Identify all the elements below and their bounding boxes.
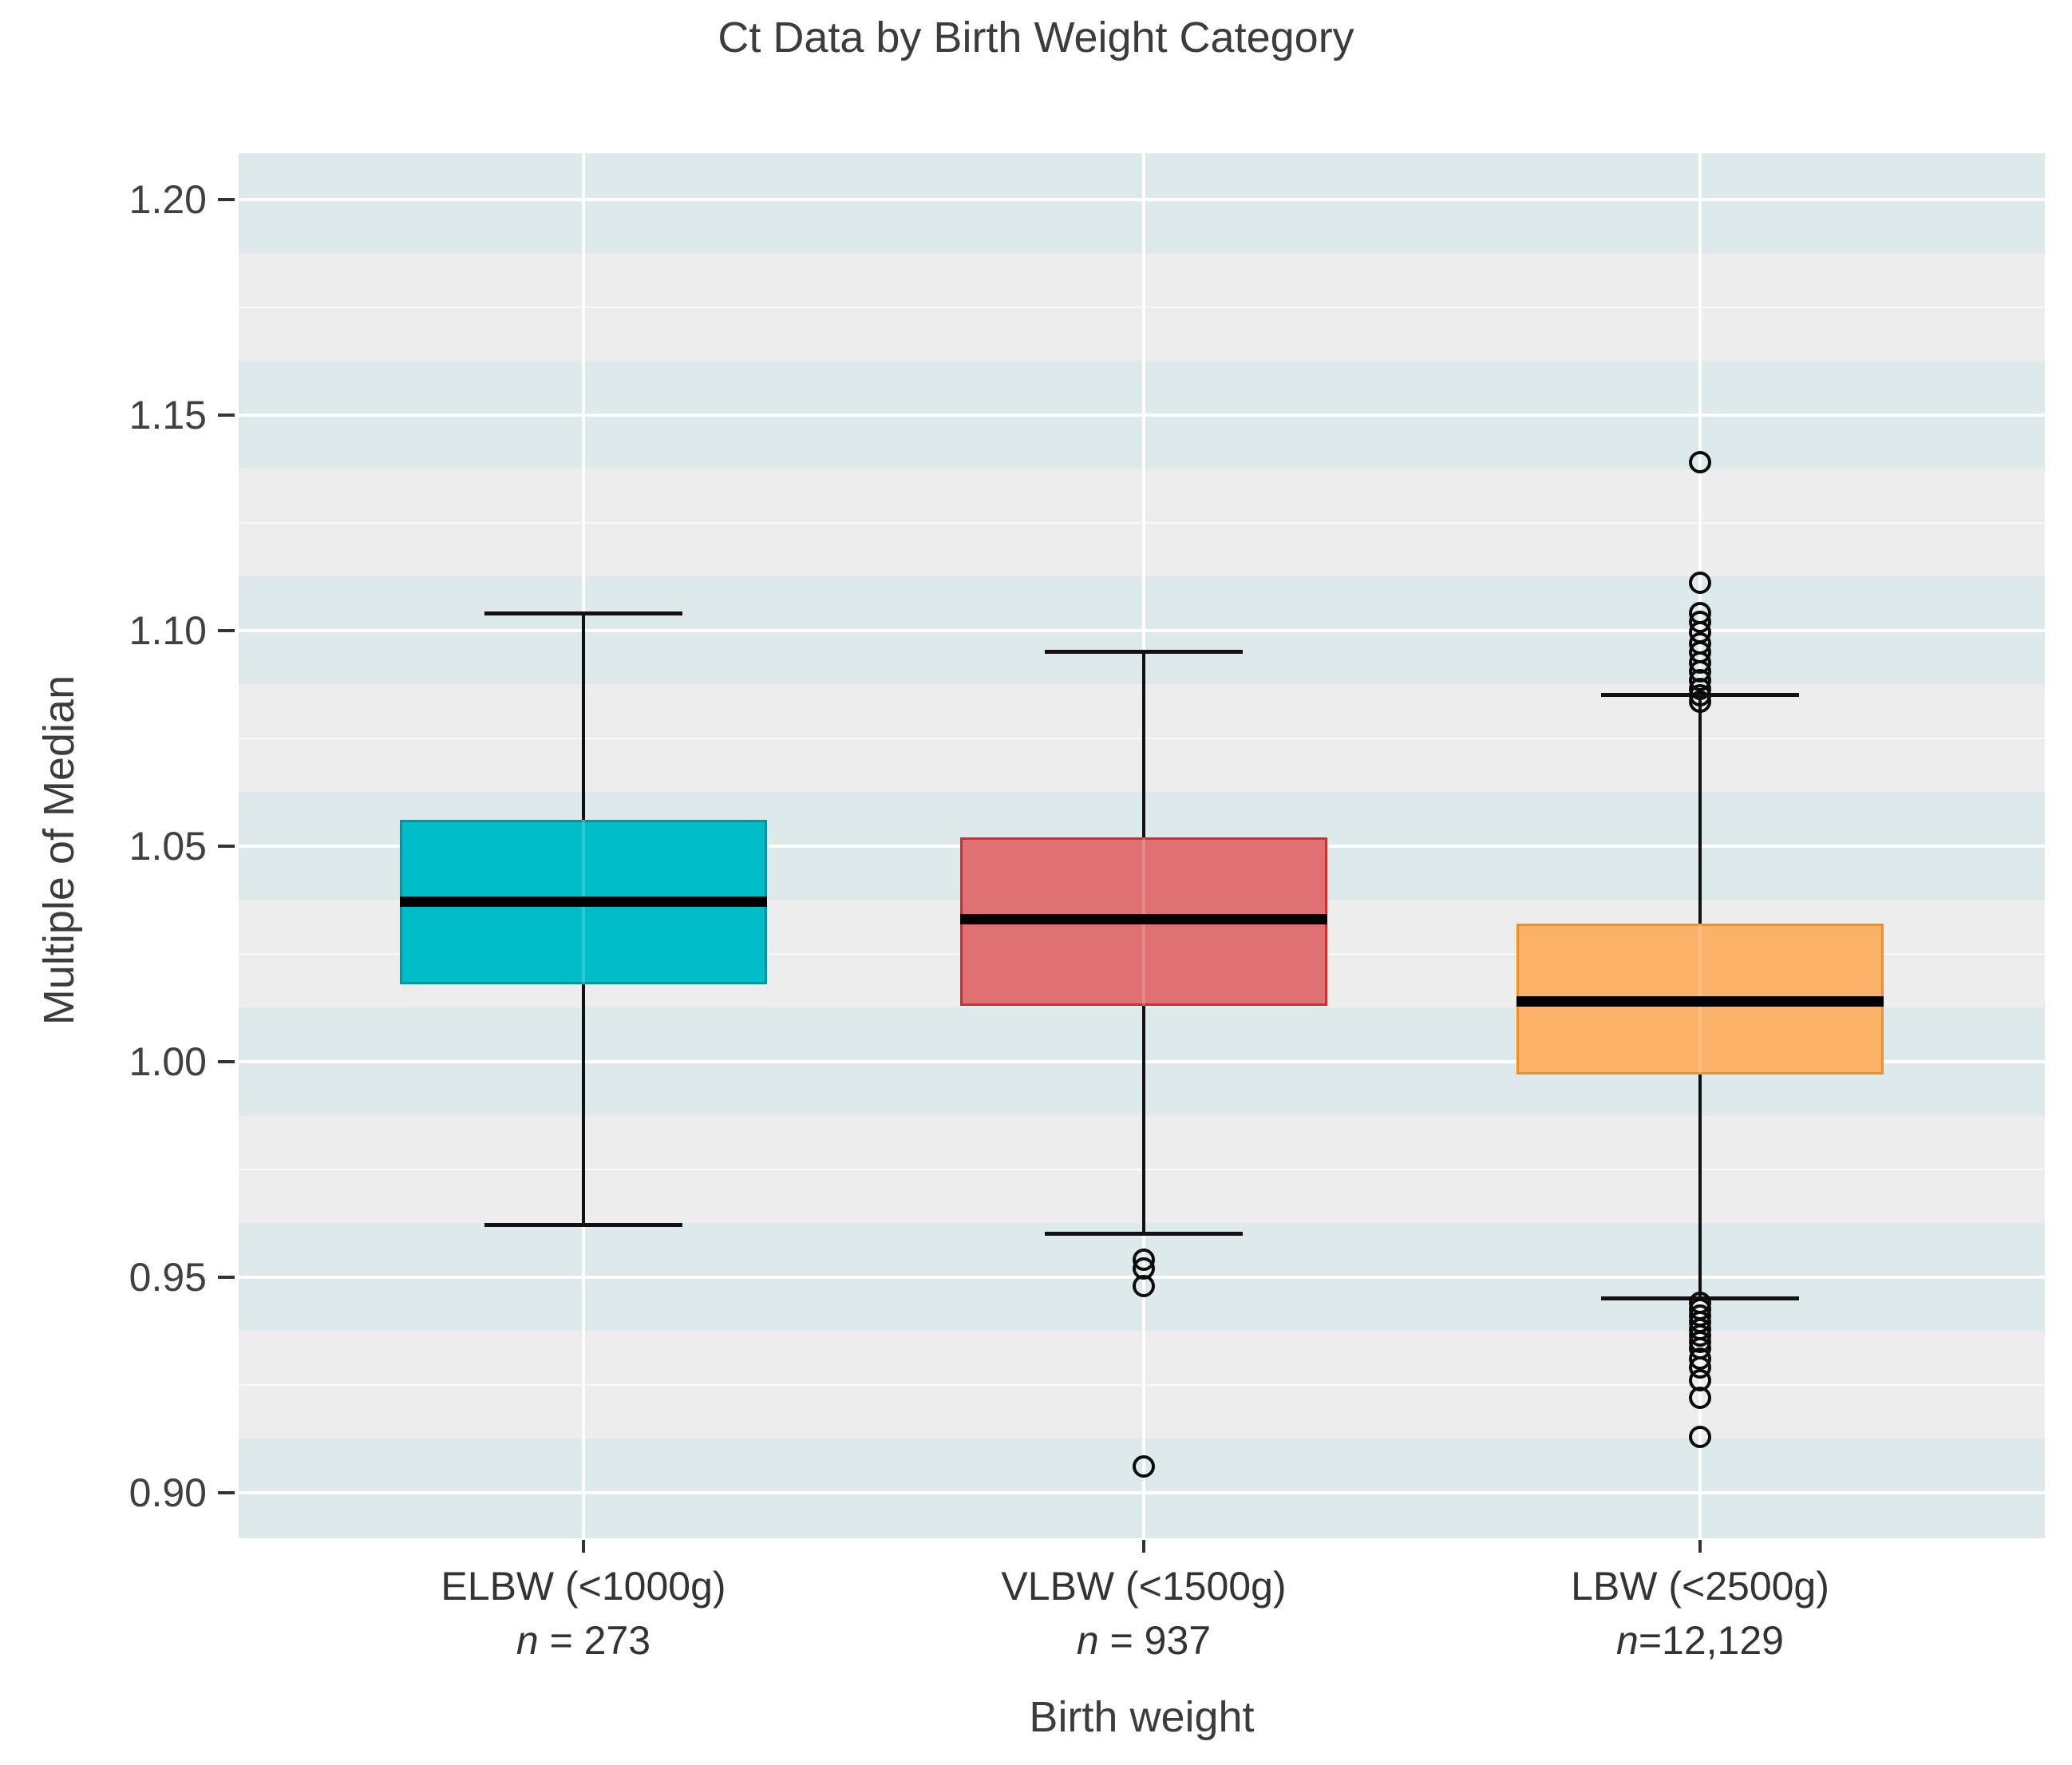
x-category-label: ELBW (<1000g) n = 273 xyxy=(304,1559,863,1668)
whisker-cap xyxy=(1045,1232,1243,1237)
y-tick-mark xyxy=(218,1490,235,1494)
median-line xyxy=(1516,995,1884,1007)
outlier-point xyxy=(1689,451,1711,474)
outlier-point xyxy=(1133,1274,1155,1297)
outlier-point xyxy=(1689,690,1711,713)
y-tick-label: 0.90 xyxy=(129,1470,207,1515)
background-band xyxy=(239,1439,2045,1538)
x-tick-mark xyxy=(1698,1540,1702,1553)
y-tick-label: 1.20 xyxy=(129,176,207,222)
outlier-point xyxy=(1689,1425,1711,1448)
median-line xyxy=(960,914,1327,925)
whisker-cap xyxy=(1045,650,1243,655)
chart-title: Ct Data by Birth Weight Category xyxy=(718,14,1354,61)
minor-gridline xyxy=(239,737,2045,739)
x-category-label: VLBW (<1500g) n = 937 xyxy=(864,1559,1423,1668)
major-gridline xyxy=(239,413,2045,417)
y-tick-label: 1.15 xyxy=(129,392,207,437)
major-gridline xyxy=(239,197,2045,201)
median-line xyxy=(400,896,767,908)
y-tick-mark xyxy=(218,628,235,632)
whisker-cap xyxy=(484,611,682,615)
x-category-n: n = 937 xyxy=(1076,1618,1212,1663)
outlier-point xyxy=(1689,1386,1711,1409)
x-category-label: LBW (<2500g) n=12,129 xyxy=(1421,1559,1979,1668)
x-category-name: VLBW (<1500g) xyxy=(1001,1564,1287,1609)
x-category-n: n = 273 xyxy=(516,1618,651,1663)
outlier-point xyxy=(1133,1455,1155,1478)
minor-gridline xyxy=(239,1383,2045,1386)
x-tick-mark xyxy=(582,1540,585,1553)
y-axis-title: Multiple of Median xyxy=(35,675,83,1026)
y-tick-mark xyxy=(218,1059,235,1063)
y-tick-mark xyxy=(218,197,235,201)
outlier-point xyxy=(1689,572,1711,595)
y-tick-label: 0.95 xyxy=(129,1254,207,1300)
y-tick-mark xyxy=(218,1275,235,1279)
major-gridline xyxy=(239,1059,2045,1063)
plot-panel xyxy=(239,153,2045,1538)
x-tick-mark xyxy=(1142,1540,1145,1553)
x-category-name: ELBW (<1000g) xyxy=(441,1564,726,1609)
minor-gridline xyxy=(239,1168,2045,1170)
minor-gridline xyxy=(239,306,2045,308)
whisker-cap xyxy=(484,1223,682,1228)
y-tick-label: 1.00 xyxy=(129,1039,207,1084)
minor-gridline xyxy=(239,521,2045,524)
y-tick-mark xyxy=(218,844,235,848)
major-gridline xyxy=(239,628,2045,632)
y-tick-mark xyxy=(218,413,235,417)
major-gridline xyxy=(239,1490,2045,1494)
y-tick-label: 1.05 xyxy=(129,823,207,869)
x-axis-title: Birth weight xyxy=(1029,1693,1255,1741)
y-tick-label: 1.10 xyxy=(129,607,207,653)
x-category-name: LBW (<2500g) xyxy=(1571,1564,1829,1609)
background-band xyxy=(239,153,2045,254)
x-category-n: n=12,129 xyxy=(1616,1618,1784,1663)
